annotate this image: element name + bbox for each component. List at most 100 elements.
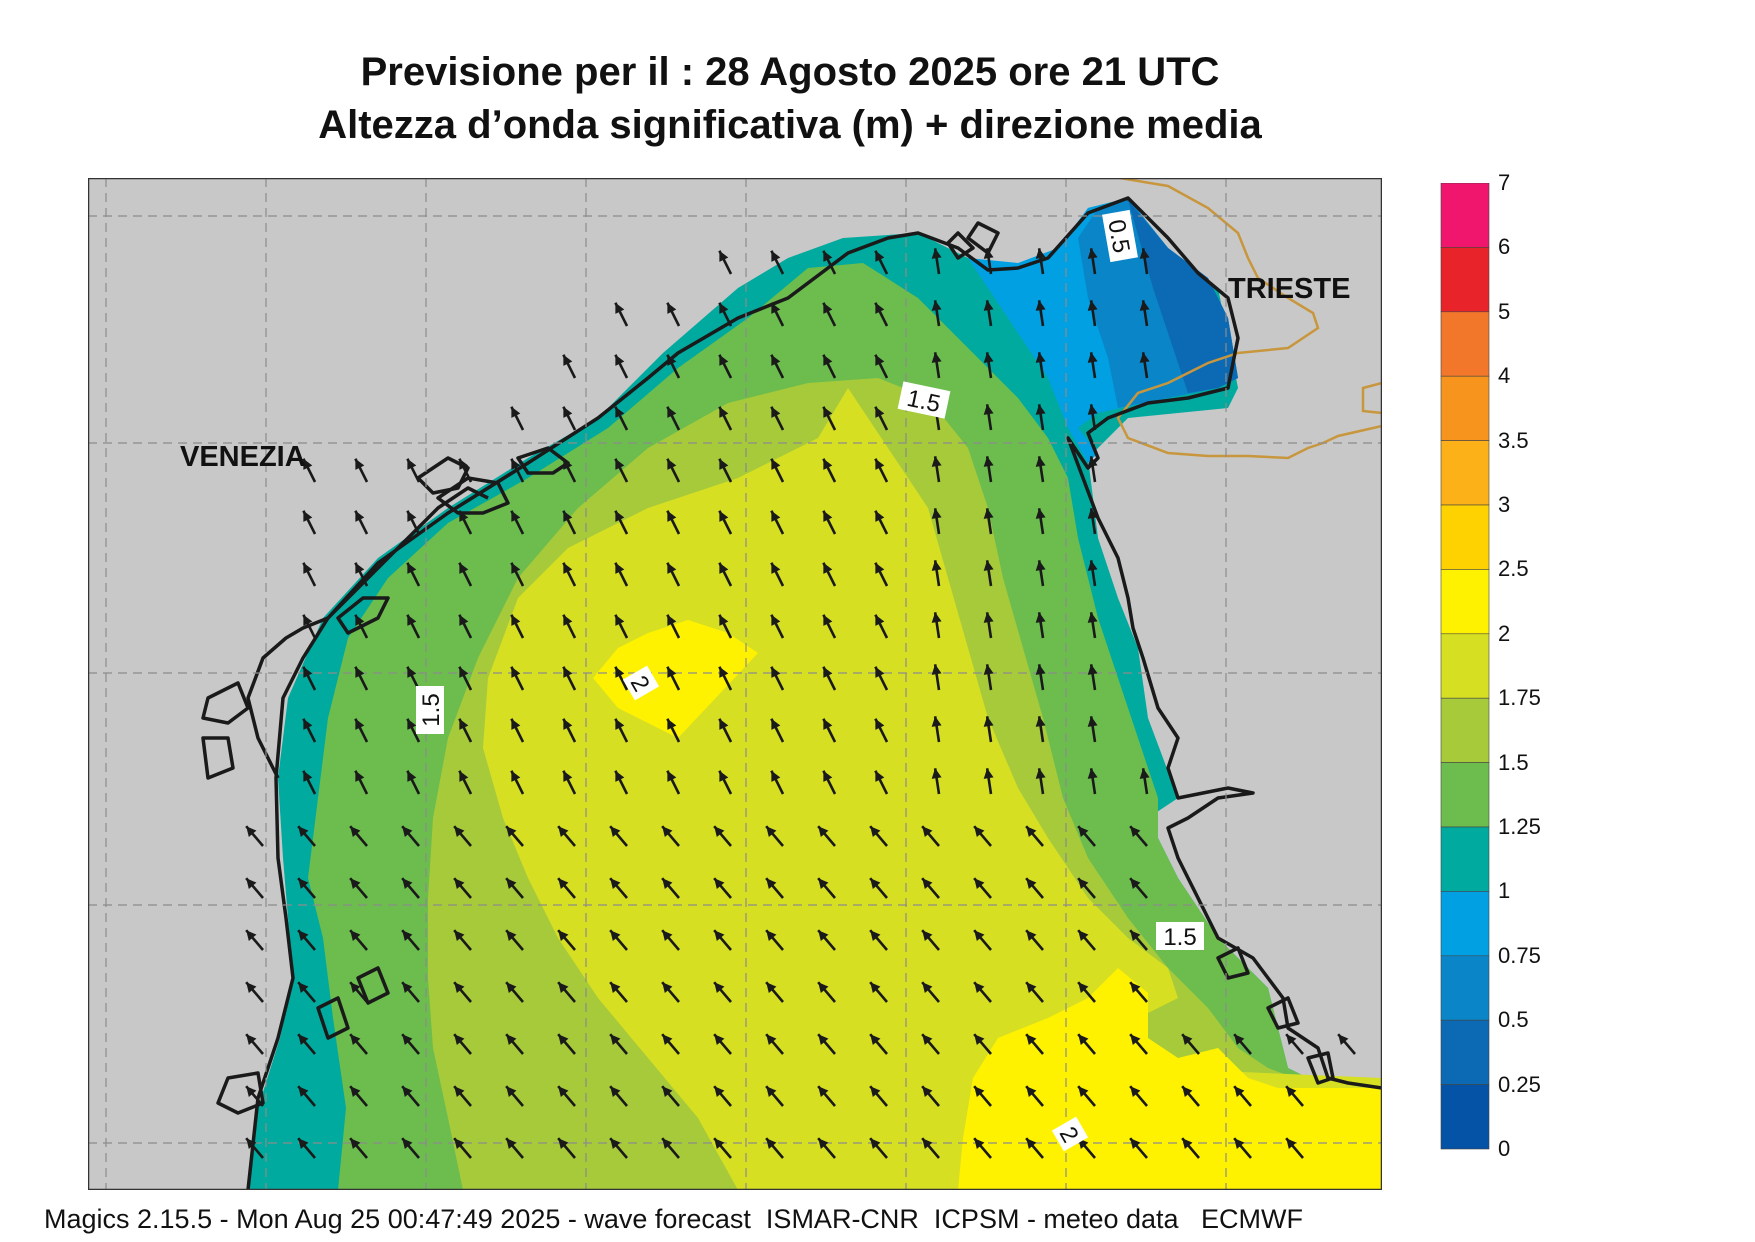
direction-arrow-head: [771, 250, 781, 262]
direction-arrow-head: [355, 666, 365, 678]
direction-arrow-head: [766, 982, 777, 994]
direction-arrow-head: [766, 1034, 777, 1046]
direction-arrow-head: [506, 930, 517, 942]
direction-arrow-head: [719, 250, 729, 262]
direction-arrow-head: [298, 1034, 309, 1046]
direction-arrow-head: [303, 770, 313, 782]
direction-arrow-head: [506, 982, 517, 994]
direction-arrow-head: [454, 982, 465, 994]
direction-arrow-head: [402, 1034, 413, 1046]
direction-arrow-head: [974, 982, 985, 994]
direction-arrow-head: [1026, 826, 1037, 838]
direction-arrow-head: [1234, 1086, 1245, 1098]
direction-arrow-head: [563, 510, 573, 522]
legend-swatch: [1440, 697, 1490, 763]
direction-arrow-head: [1182, 1138, 1193, 1150]
direction-arrow-head: [719, 562, 729, 574]
direction-arrow-head: [402, 826, 413, 838]
contour-label-text: 1.5: [1163, 924, 1196, 951]
direction-arrow-head: [1035, 664, 1046, 675]
direction-arrow-head: [1087, 560, 1098, 571]
direction-arrow-head: [506, 826, 517, 838]
sea-bands: [248, 198, 1382, 1190]
direction-arrow-head: [1035, 352, 1046, 363]
direction-arrow-head: [246, 1086, 257, 1098]
legend-label: 7: [1498, 170, 1511, 195]
direction-arrow-head: [818, 878, 829, 890]
direction-arrow-head: [974, 826, 985, 838]
direction-arrow-head: [983, 404, 994, 415]
map-frame: [88, 178, 1382, 1190]
direction-arrow-head: [818, 982, 829, 994]
direction-arrow-head: [719, 458, 729, 470]
direction-arrow-head: [983, 768, 994, 779]
direction-arrow-head: [402, 1138, 413, 1150]
direction-arrow-head: [667, 354, 677, 366]
direction-arrow-head: [771, 562, 781, 574]
direction-arrow-head: [563, 458, 573, 470]
direction-arrow-head: [818, 1086, 829, 1098]
direction-arrow-head: [875, 250, 885, 262]
direction-arrow-head: [246, 982, 257, 994]
direction-arrow-head: [1130, 982, 1141, 994]
direction-arrow-head: [454, 1034, 465, 1046]
direction-arrow-head: [303, 614, 313, 626]
direction-arrow-head: [1130, 1138, 1141, 1150]
direction-arrow-head: [983, 456, 994, 467]
direction-arrow-head: [558, 1138, 569, 1150]
direction-arrow-head: [1286, 1086, 1297, 1098]
direction-arrow-head: [558, 826, 569, 838]
direction-arrow-head: [511, 770, 521, 782]
direction-arrow-head: [355, 510, 365, 522]
direction-arrow-head: [875, 614, 885, 626]
direction-arrow-head: [246, 1034, 257, 1046]
direction-arrow-head: [350, 878, 361, 890]
direction-arrow-head: [931, 508, 942, 519]
direction-arrow-head: [823, 406, 833, 418]
direction-arrow-head: [714, 930, 725, 942]
direction-arrow-head: [350, 826, 361, 838]
direction-arrow-head: [563, 354, 573, 366]
direction-arrow-head: [983, 716, 994, 727]
direction-arrow-head: [1035, 404, 1046, 415]
direction-arrow-head: [402, 1086, 413, 1098]
contour-label-text: 1.5: [418, 693, 445, 726]
place-label-trieste: TRIESTE: [1228, 273, 1351, 305]
place-label-venezia: VENEZIA: [180, 441, 306, 473]
direction-arrow-head: [1035, 508, 1046, 519]
direction-arrow-head: [922, 982, 933, 994]
legend-swatch: [1440, 633, 1490, 699]
direction-arrow-head: [662, 982, 673, 994]
contour-label: 1.5: [1156, 922, 1204, 951]
direction-arrow-head: [974, 1086, 985, 1098]
direction-arrow-head: [818, 826, 829, 838]
direction-arrow-head: [771, 302, 781, 314]
direction-arrow-head: [823, 666, 833, 678]
direction-arrow-head: [511, 614, 521, 626]
direction-arrow-head: [1139, 248, 1150, 259]
direction-arrow-head: [875, 458, 885, 470]
direction-arrow-head: [870, 826, 881, 838]
direction-arrow-head: [662, 930, 673, 942]
direction-arrow-head: [615, 510, 625, 522]
direction-arrow-head: [974, 930, 985, 942]
legend-label: 1.75: [1498, 685, 1541, 711]
legend-label: 2: [1498, 620, 1511, 646]
direction-arrow-head: [459, 718, 469, 730]
direction-arrow-head: [610, 982, 621, 994]
direction-arrow-head: [1026, 982, 1037, 994]
direction-arrow-head: [823, 562, 833, 574]
contour-label-text: 0.5: [1102, 217, 1134, 255]
direction-arrow-head: [931, 352, 942, 363]
direction-arrow-head: [454, 1138, 465, 1150]
direction-arrow-head: [667, 510, 677, 522]
direction-arrow-head: [983, 300, 994, 311]
direction-arrow-head: [298, 1138, 309, 1150]
direction-arrow-head: [983, 352, 994, 363]
direction-arrow-head: [407, 510, 417, 522]
direction-arrow-head: [771, 666, 781, 678]
direction-arrow-head: [662, 1034, 673, 1046]
direction-arrow-head: [823, 510, 833, 522]
direction-arrow-head: [1130, 1086, 1141, 1098]
direction-arrow-head: [1234, 1034, 1245, 1046]
